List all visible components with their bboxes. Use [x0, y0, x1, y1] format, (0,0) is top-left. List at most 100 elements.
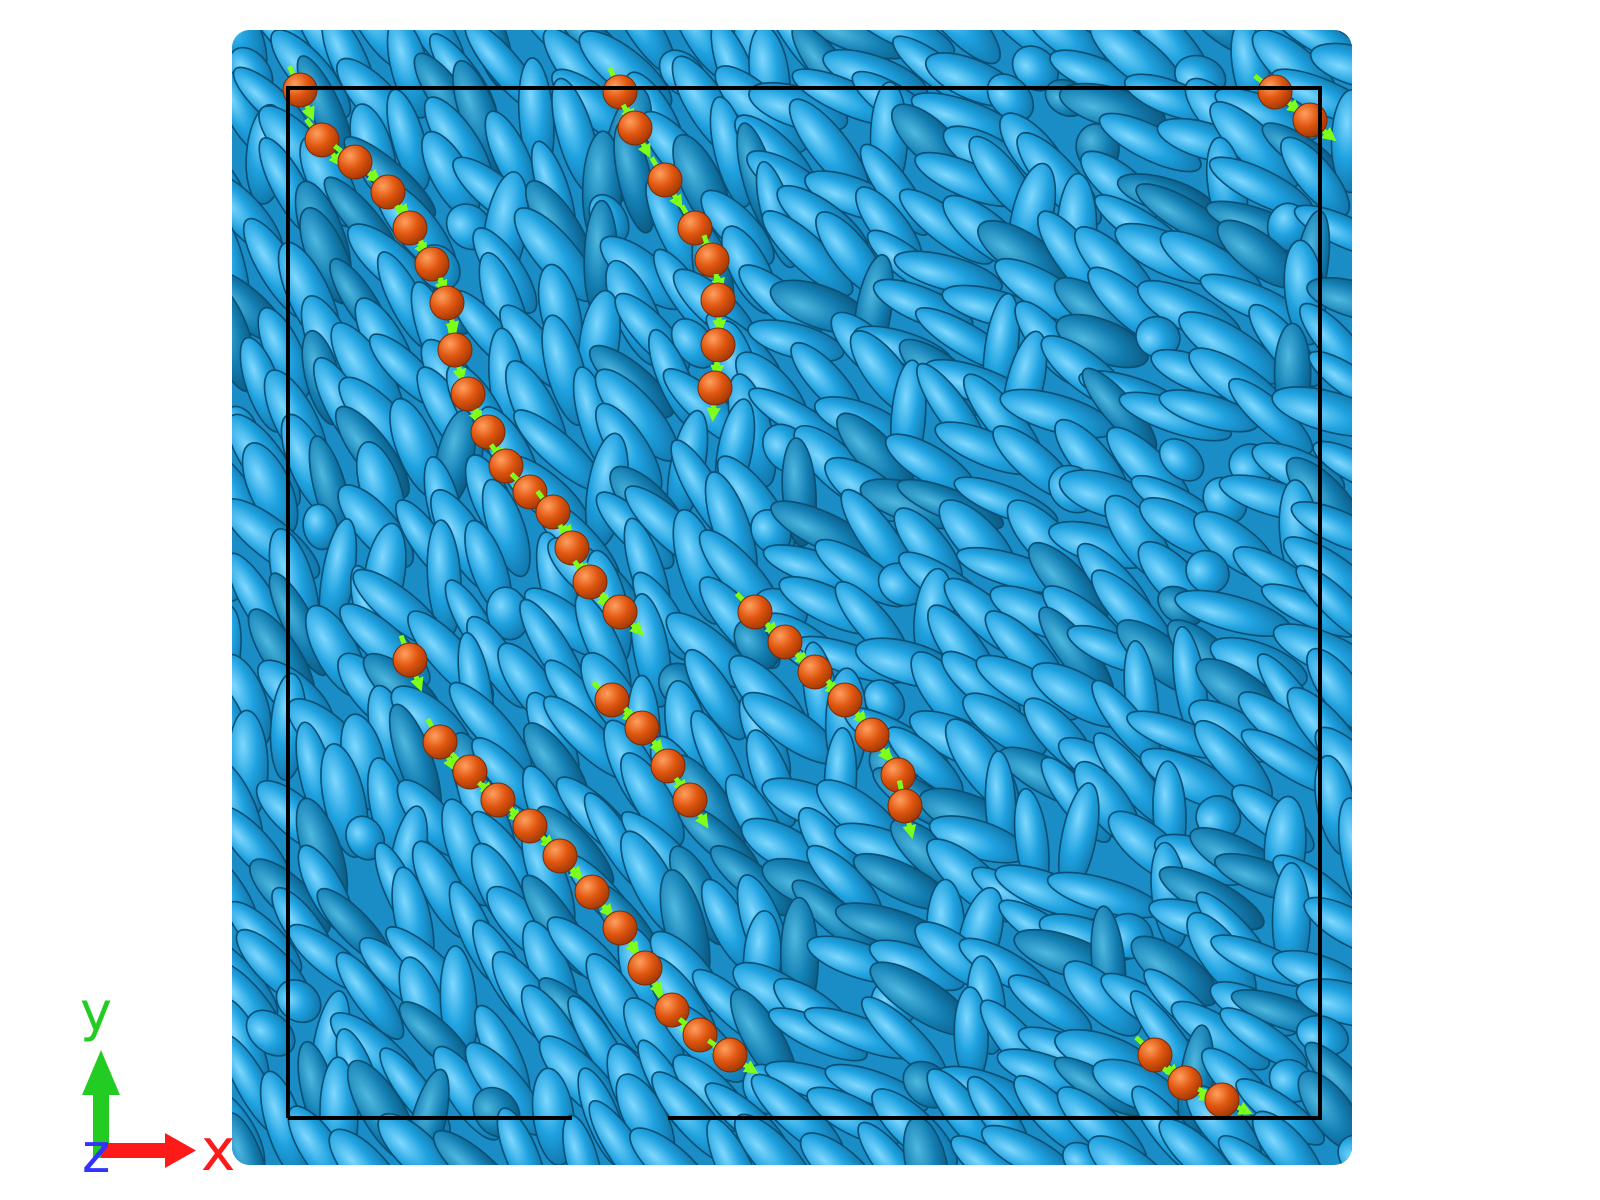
sphere-icon: [594, 682, 630, 718]
ellipsoid-icon: [1330, 89, 1352, 194]
sphere-icon: [767, 624, 803, 660]
sphere-icon: [470, 414, 506, 450]
sphere-icon: [617, 110, 653, 146]
ellipsoid-slab: [232, 30, 1352, 1165]
simulation-box: [286, 86, 1322, 1120]
x-arrow-icon: [101, 1133, 196, 1168]
ellipsoid-icon: [1251, 1110, 1325, 1165]
sphere-icon: [1204, 1082, 1240, 1118]
director-arrowhead-icon: [1321, 127, 1337, 142]
sphere-icon: [422, 724, 458, 760]
sphere-icon: [827, 682, 863, 718]
sphere-icon: [1167, 1065, 1203, 1101]
sphere-icon: [700, 327, 736, 363]
ellipsoid-icon: [1297, 1070, 1352, 1153]
sphere-icon: [682, 1017, 718, 1053]
director-arrowhead-icon: [410, 676, 424, 692]
ellipsoid-icon: [328, 1128, 406, 1165]
sphere-icon: [602, 910, 638, 946]
ellipsoid-icon: [232, 1112, 272, 1165]
sphere-icon: [1137, 1037, 1173, 1073]
director-arrowhead-icon: [1237, 1102, 1253, 1115]
ellipsoid-icon: [915, 30, 1001, 65]
sphere-icon: [450, 376, 486, 412]
ellipsoid-icon: [432, 1129, 522, 1165]
sphere-icon: [392, 210, 428, 246]
ellipsoid-icon: [986, 73, 1035, 123]
director-arrowhead-icon: [629, 621, 644, 636]
sphere-icon: [712, 1037, 748, 1073]
sphere-icon: [647, 162, 683, 198]
ellipsoid-icon: [980, 1124, 1077, 1165]
director-arrowhead-icon: [695, 813, 709, 829]
ellipsoid-icon: [1290, 500, 1352, 555]
sphere-icon: [512, 474, 548, 510]
ellipsoid-icon: [1295, 564, 1352, 646]
ellipsoid-icon: [761, 210, 854, 297]
y-arrow-icon: [82, 1050, 120, 1158]
ellipsoid-icon: [1337, 1134, 1352, 1165]
sphere-icon: [429, 285, 465, 321]
sphere-icon: [574, 874, 610, 910]
sphere-icon: [304, 122, 340, 158]
ellipsoid-icon: [496, 1107, 547, 1165]
ellipsoid-icon: [1217, 1135, 1296, 1165]
ellipsoid-icon: [1280, 136, 1351, 217]
sphere-icon: [700, 282, 736, 318]
ellipsoid-icon: [1271, 386, 1352, 438]
sphere-icon: [554, 530, 590, 566]
sphere-icon: [650, 748, 686, 784]
sphere-icon: [672, 782, 708, 818]
sphere-icon: [797, 654, 833, 690]
ellipsoid-icon: [1309, 42, 1352, 91]
ellipsoid-icon: [302, 503, 339, 551]
ellipsoid-icon: [1312, 440, 1352, 496]
sphere-icon: [337, 144, 373, 180]
ellipsoid-icon: [1303, 896, 1352, 958]
ellipsoid-icon: [335, 951, 405, 1040]
sphere-icon: [572, 564, 608, 600]
axis-triad: y x z: [80, 980, 235, 1185]
ellipsoid-icon: [1087, 1135, 1178, 1165]
x-axis-label: x: [201, 1116, 235, 1184]
ellipsoid-icon: [1337, 797, 1352, 916]
director-arrowhead-icon: [706, 407, 721, 422]
director-arrowhead-icon: [669, 193, 683, 210]
sphere-icon: [437, 332, 473, 368]
ellipsoid-icon: [562, 1114, 604, 1165]
sphere-icon: [392, 642, 428, 678]
sphere-icon: [880, 757, 916, 793]
ellipsoid-icon: [1158, 438, 1205, 482]
ellipsoid-icon: [232, 604, 242, 704]
ellipsoid-icon: [1185, 549, 1230, 594]
ellipsoid-icon: [1306, 277, 1352, 323]
sphere-icon: [624, 710, 660, 746]
defect-chains: [282, 65, 1337, 1118]
sphere-icon: [694, 242, 730, 278]
ellipsoid-icon: [893, 250, 1003, 296]
sphere-icon: [627, 950, 663, 986]
sphere-icon: [480, 782, 516, 818]
y-axis-label: y: [80, 980, 112, 1043]
sphere-icon: [737, 594, 773, 630]
z-axis-label: z: [82, 1122, 110, 1185]
director-arrowhead-icon: [902, 824, 917, 840]
ellipsoid-icon: [1158, 1117, 1240, 1165]
sphere-icon: [542, 838, 578, 874]
director-arrowhead-icon: [637, 142, 651, 159]
ellipsoid-icon: [245, 1009, 296, 1057]
sphere-icon: [1257, 74, 1293, 110]
sphere-icon: [697, 370, 733, 406]
director-arrowhead-icon: [301, 105, 315, 122]
sphere-icon: [512, 808, 548, 844]
sphere-icon: [414, 246, 450, 282]
sphere-icon: [602, 74, 638, 110]
ellipsoid-icon: [962, 692, 1048, 758]
ellipsoid-icon: [629, 1127, 713, 1165]
director-arrowhead-icon: [443, 756, 457, 772]
sphere-icon: [887, 788, 923, 824]
ellipsoid-icon: [799, 1132, 880, 1165]
ellipsoid-icon: [1135, 315, 1181, 359]
sphere-icon: [452, 754, 488, 790]
